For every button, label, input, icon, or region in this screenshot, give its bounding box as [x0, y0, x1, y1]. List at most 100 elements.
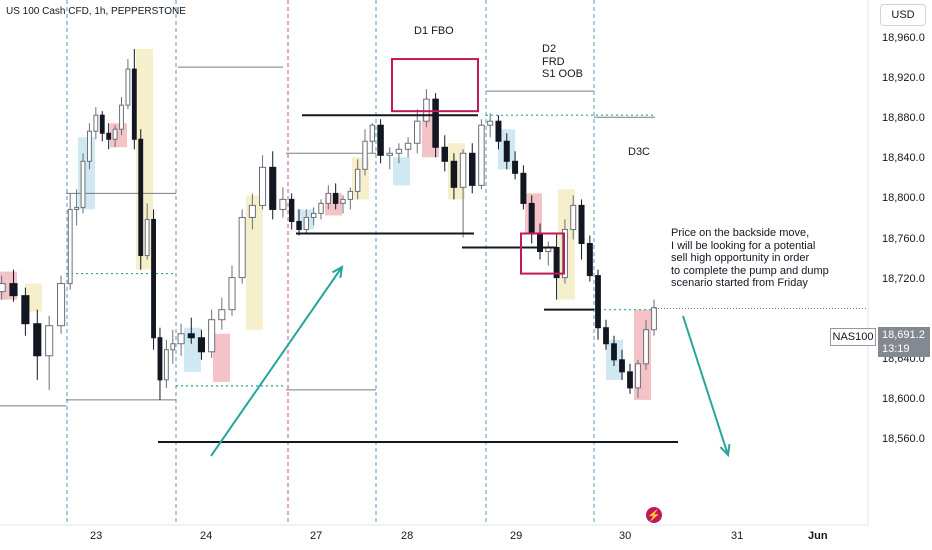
candle-body: [395, 148, 403, 154]
candle-body: [279, 198, 287, 210]
tradingview-logo-icon[interactable]: ⚡: [646, 507, 662, 523]
candle-body: [643, 329, 649, 365]
time-tick-label: 28: [401, 530, 414, 542]
session-highlight: [246, 195, 263, 330]
candle-body: [469, 152, 476, 186]
note-line: I will be looking for a potential: [671, 239, 816, 252]
candle-body: [570, 204, 577, 230]
candle-body: [347, 190, 354, 200]
chart-title: US 100 Cash CFD, 1h, PEPPERSTONE: [6, 6, 186, 17]
candle-body: [80, 160, 86, 208]
price-tick-label: 18,960.0: [882, 32, 925, 44]
price-tick-label: 18,600.0: [882, 392, 925, 405]
candle-body: [228, 277, 236, 311]
candle-body: [340, 198, 346, 204]
candle-body: [635, 363, 641, 389]
price-tick-label: 18,880.0: [882, 112, 925, 125]
time-tick-label: 29: [510, 530, 523, 542]
candle-body: [619, 359, 625, 373]
candle-body: [354, 168, 361, 192]
candle-body: [503, 140, 510, 162]
annotation-d2-line3: S1 OOB: [542, 68, 583, 80]
candle-body: [296, 220, 302, 230]
time-tick-label: 30: [619, 530, 632, 542]
candle-body: [318, 202, 324, 214]
candle-body: [303, 216, 310, 230]
session-highlight: [213, 333, 230, 382]
candle-body: [520, 172, 527, 204]
note-line: scenario started from Friday: [671, 277, 808, 289]
candle-body: [595, 275, 601, 329]
candle-body: [487, 120, 494, 126]
candle-body: [45, 325, 54, 357]
candle-body: [611, 343, 617, 361]
candle-body: [450, 160, 458, 188]
candle-body: [512, 160, 519, 174]
annotation-d2-line2: FRD: [542, 55, 565, 68]
candle-body: [332, 192, 339, 204]
candle-body: [478, 124, 485, 186]
annotation-note[interactable]: Price on the backside move, I will be lo…: [671, 227, 829, 290]
annotation-d2-line1: D2: [542, 43, 557, 55]
candle-body: [170, 343, 176, 351]
candle-body: [74, 206, 80, 210]
candle-body: [414, 120, 421, 144]
candle-body: [288, 198, 295, 222]
price-tick-label: 18,720.0: [882, 272, 925, 285]
candle-body: [404, 142, 412, 150]
d1-fbo-box: [391, 58, 479, 113]
candle-body: [441, 146, 448, 162]
candle-body: [369, 124, 376, 142]
candle-body: [33, 323, 42, 357]
session-highlight: [184, 327, 201, 372]
candle-body: [578, 204, 585, 245]
candle-body: [362, 140, 368, 170]
session-highlight: [393, 157, 410, 186]
time-tick-label: 31: [731, 530, 744, 542]
time-tick-label: 24: [200, 530, 213, 542]
session-highlight: [110, 123, 127, 148]
annotation-d2[interactable]: D2 FRD S1 OOB: [542, 43, 583, 81]
symbol-tag: NAS100: [830, 328, 876, 346]
candle-body: [258, 166, 267, 206]
candle-body: [627, 371, 633, 389]
candle-body: [131, 68, 137, 140]
session-highlight: [78, 137, 95, 210]
annotation-d3c[interactable]: D3C: [628, 146, 651, 158]
candle-body: [495, 120, 502, 142]
candle-body: [99, 114, 105, 134]
candle-body: [553, 247, 560, 279]
candle-body: [138, 138, 144, 257]
currency-button[interactable]: USD: [880, 4, 926, 26]
price-tick-label: 18,560.0: [882, 433, 925, 445]
annotation-d1-fbo[interactable]: D1 FBO: [414, 25, 454, 37]
time-tick-label: Jun: [808, 530, 828, 542]
candle-body: [238, 216, 246, 279]
candle-body: [56, 283, 66, 327]
price-tick-label: 18,800.0: [882, 192, 925, 205]
entry-zone-box: [520, 232, 565, 275]
price-tick-label: 18,760.0: [882, 232, 925, 245]
note-line: Price on the backside move,: [671, 227, 810, 239]
candle-body: [377, 124, 384, 156]
time-tick-label: 27: [310, 530, 323, 542]
candle-body: [528, 202, 535, 234]
candle-body: [459, 152, 467, 188]
candle-body: [163, 349, 169, 381]
candle-body: [603, 327, 609, 345]
candle-body: [93, 114, 99, 132]
candle-body: [157, 337, 163, 381]
candle-body: [586, 243, 593, 277]
candle-body: [432, 98, 439, 148]
candle-body: [67, 208, 73, 285]
candle-body: [187, 333, 195, 339]
down-arrow: [682, 315, 729, 456]
candle-body: [106, 132, 112, 140]
bar-countdown: 13:19: [882, 343, 910, 355]
candle-body: [218, 309, 226, 321]
candle-body: [651, 307, 657, 331]
note-line: to complete the pump and dump: [671, 264, 829, 277]
candle-body: [269, 166, 277, 210]
candle-body: [537, 232, 543, 253]
